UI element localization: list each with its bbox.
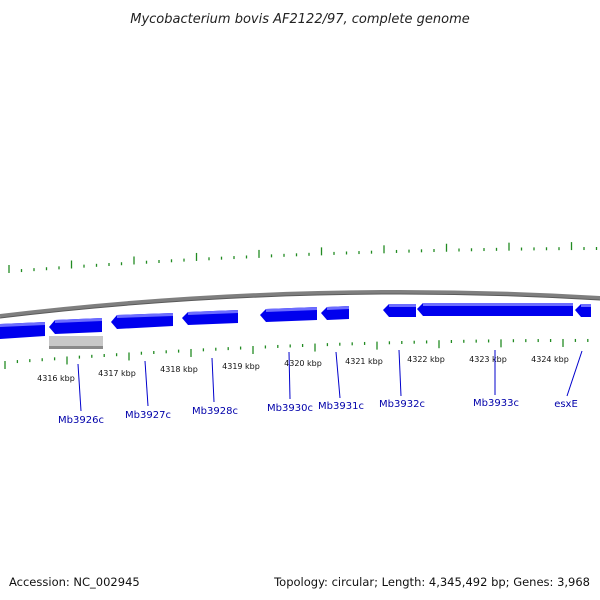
scale-label: 4316 kbp [37,374,75,383]
selection-highlight [49,336,103,349]
gene-feature-left-partial[interactable] [0,322,45,339]
scale-label: 4322 kbp [407,355,445,364]
gene-label-mb3932c[interactable]: Mb3932c [379,399,425,410]
inner-tick-ring [4,338,589,369]
gene-feature-mb3927c[interactable] [111,313,173,329]
gene-label-esxe[interactable]: esxE [554,399,578,410]
gene-label-mb3931c[interactable]: Mb3931c [318,401,364,412]
scale-label: 4324 kbp [531,355,569,364]
gene-feature-mb3932c[interactable] [383,304,416,317]
scale-label: 4319 kbp [222,362,260,371]
gene-feature-esxe[interactable] [575,304,591,317]
gene-feature-mb3926c[interactable] [49,318,102,334]
callout-line [566,350,583,397]
gene-feature-mb3928c[interactable] [182,310,238,325]
scale-label: 4323 kbp [469,355,507,364]
gene-label-mb3927c[interactable]: Mb3927c [125,410,171,421]
gene-label-mb3928c[interactable]: Mb3928c [192,406,238,417]
scale-label: 4321 kbp [345,357,383,366]
scale-label: 4320 kbp [284,359,322,368]
outer-tick-ring [8,242,598,273]
gene-label-mb3930c[interactable]: Mb3930c [267,403,313,414]
genome-backbone [0,290,600,318]
gene-track [0,303,591,339]
scale-label: 4317 kbp [98,369,136,378]
accession-text: Accession: NC_002945 [9,575,140,589]
callout-line [288,351,291,400]
gene-feature-mb3931c[interactable] [321,306,349,320]
scale-label: 4318 kbp [160,365,198,374]
gene-label-mb3933c[interactable]: Mb3933c [473,398,519,409]
callout-line [211,357,215,403]
callout-line [335,351,341,399]
callout-line [77,363,82,412]
gene-callouts [77,349,583,412]
gene-label-mb3926c[interactable]: Mb3926c [58,415,104,426]
genome-summary-text: Topology: circular; Length: 4,345,492 bp… [273,575,590,589]
gene-feature-mb3933c[interactable] [417,303,573,316]
callout-line [144,360,149,407]
gene-labels: Mb3926c Mb3927c Mb3928c Mb3930c Mb3931c … [58,398,578,426]
genome-backbone-shade [0,293,600,319]
scale-labels: 4316 kbp 4317 kbp 4318 kbp 4319 kbp 4320… [37,355,569,383]
callout-line [398,349,402,397]
gene-feature-mb3930c[interactable] [260,307,317,322]
map-title: Mycobacterium bovis AF2122/97, complete … [130,12,469,27]
